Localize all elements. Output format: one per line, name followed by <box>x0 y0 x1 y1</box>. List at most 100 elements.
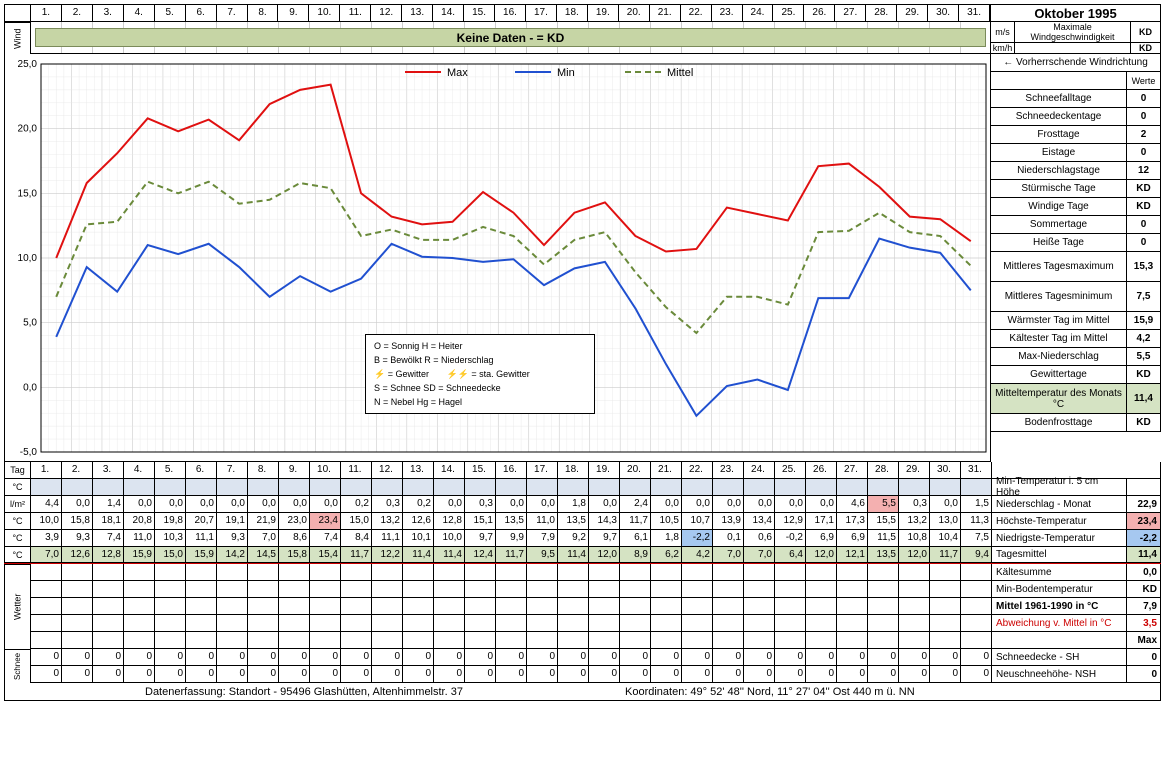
data-cell: 7,9 <box>527 530 558 547</box>
data-cell: 12,2 <box>372 547 403 563</box>
data-cell <box>465 581 496 598</box>
tag-cell: 5. <box>155 462 186 479</box>
data-cell <box>279 564 310 581</box>
data-cell <box>806 615 837 632</box>
data-cell: 0,0 <box>186 496 217 513</box>
data-cell: 0 <box>186 649 217 666</box>
data-cell <box>310 564 341 581</box>
data-cell: 6,1 <box>620 530 651 547</box>
data-row: Mittel 1961-1990 in °C7,9 <box>31 598 1161 615</box>
data-cell <box>186 598 217 615</box>
data-cell <box>620 615 651 632</box>
data-cell: 0,0 <box>527 496 558 513</box>
data-cell <box>341 479 372 496</box>
data-cell: 0 <box>465 649 496 666</box>
data-cell: 11,3 <box>961 513 992 530</box>
data-cell <box>403 632 434 649</box>
data-cell <box>620 479 651 496</box>
data-cell: 11,4 <box>558 547 589 563</box>
stat-label: Schneedeckentage <box>991 108 1126 125</box>
data-cell: 0,1 <box>713 530 744 547</box>
data-cell <box>527 598 558 615</box>
data-cell: 0 <box>775 649 806 666</box>
data-cell: 0,0 <box>589 496 620 513</box>
data-cell: 0,6 <box>744 530 775 547</box>
stat-row: Mittleres Tagesminimum7,5 <box>991 282 1161 312</box>
data-cell: 11,7 <box>930 547 961 563</box>
data-cell: 0,0 <box>217 496 248 513</box>
data-cell <box>248 632 279 649</box>
data-cell <box>713 598 744 615</box>
data-cell: 0 <box>31 649 62 666</box>
data-cell <box>93 598 124 615</box>
row-summary: Kältesumme0,0 <box>992 564 1161 581</box>
tag-cell: 12. <box>372 462 403 479</box>
data-cell: 13,2 <box>899 513 930 530</box>
tag-cell: 16. <box>496 462 527 479</box>
data-cell: 13,4 <box>744 513 775 530</box>
data-cell: 15,9 <box>124 547 155 563</box>
data-cell: 0,0 <box>310 496 341 513</box>
data-cell: 9,3 <box>62 530 93 547</box>
data-cell <box>248 479 279 496</box>
tag-row: Tag 1.2.3.4.5.6.7.8.9.10.11.12.13.14.15.… <box>4 462 1161 479</box>
data-cell <box>558 479 589 496</box>
symbol-legend: O = Sonnig H = HeiterB = Bewölkt R = Nie… <box>365 334 595 414</box>
data-cell <box>651 598 682 615</box>
data-row: Kältesumme0,0 <box>31 564 1161 581</box>
tag-cell: 11. <box>341 462 372 479</box>
data-cell <box>279 615 310 632</box>
data-cell <box>682 615 713 632</box>
data-cell <box>775 479 806 496</box>
stat-label: Schneefalltage <box>991 90 1126 107</box>
data-cell <box>496 632 527 649</box>
data-cell: 0 <box>775 666 806 683</box>
data-cell: 0,3 <box>372 496 403 513</box>
data-cell <box>961 479 992 496</box>
data-cell: 2,4 <box>620 496 651 513</box>
data-cell <box>868 581 899 598</box>
data-cell: 18,1 <box>93 513 124 530</box>
data-cell <box>868 479 899 496</box>
data-cell: 12,0 <box>899 547 930 563</box>
data-cell: 11,4 <box>434 547 465 563</box>
data-cell <box>589 479 620 496</box>
schnee-rows: 0000000000000000000000000000000Schneedec… <box>31 649 1161 683</box>
data-cell: 11,7 <box>620 513 651 530</box>
day-header-cell: 26. <box>804 5 835 21</box>
data-cell: 20,8 <box>124 513 155 530</box>
data-cell <box>217 564 248 581</box>
data-cell <box>868 632 899 649</box>
svg-text:Mittel: Mittel <box>667 67 693 79</box>
tag-cell: 26. <box>806 462 837 479</box>
data-cell: 0 <box>589 666 620 683</box>
data-cell: 14,3 <box>589 513 620 530</box>
stat-value: KD <box>1126 414 1160 431</box>
tag-cell: 13. <box>403 462 434 479</box>
day-header-cell: 1. <box>31 5 62 21</box>
data-cell: 4,2 <box>682 547 713 563</box>
data-cell: 0 <box>868 649 899 666</box>
row-unit: l/m² <box>4 496 31 513</box>
data-cell <box>558 632 589 649</box>
footer-left: Datenerfassung: Standort - 95496 Glashüt… <box>5 686 605 698</box>
data-cell <box>527 581 558 598</box>
data-cell: 0 <box>62 649 93 666</box>
svg-text:20,0: 20,0 <box>18 124 38 135</box>
data-cell: 4,6 <box>837 496 868 513</box>
stat-row: Windige TageKD <box>991 198 1161 216</box>
data-cell <box>713 615 744 632</box>
data-cell <box>713 632 744 649</box>
data-cell <box>837 598 868 615</box>
data-cell: 0 <box>651 649 682 666</box>
data-cell: 0,0 <box>155 496 186 513</box>
data-cell <box>682 479 713 496</box>
data-cell <box>372 564 403 581</box>
data-cell: 0 <box>341 666 372 683</box>
stat-label: Heiße Tage <box>991 234 1126 251</box>
data-cell <box>775 615 806 632</box>
stat-label: Bodenfrosttage <box>991 414 1126 431</box>
row-summary: Schneedecke - SH0 <box>992 649 1161 666</box>
data-cell: 0 <box>155 666 186 683</box>
data-cell: 0 <box>124 666 155 683</box>
